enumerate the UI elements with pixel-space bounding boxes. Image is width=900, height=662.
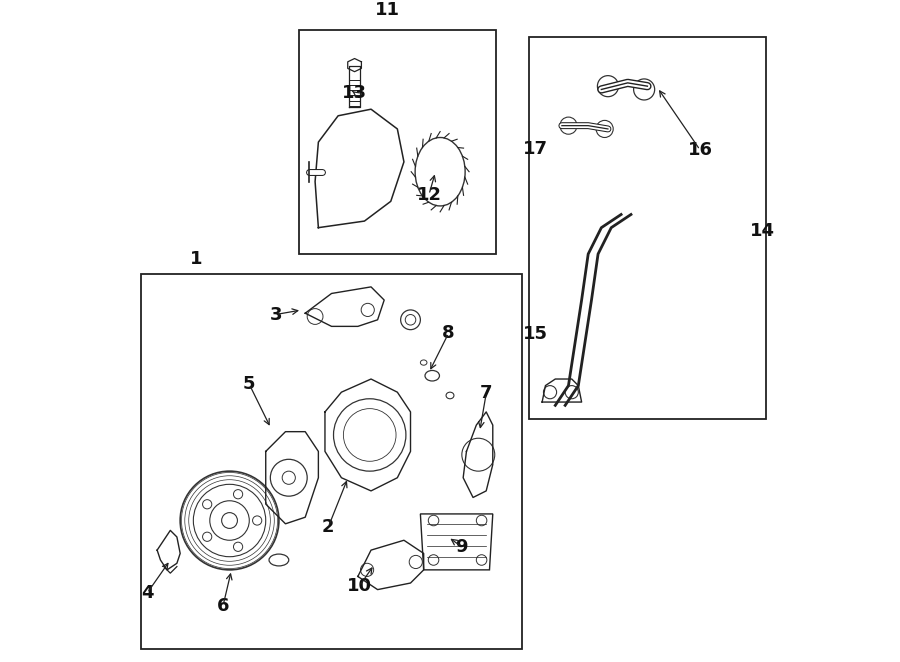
Text: 16: 16 xyxy=(688,141,713,159)
Text: 2: 2 xyxy=(322,518,335,536)
Text: 12: 12 xyxy=(417,186,441,204)
Text: 17: 17 xyxy=(523,140,548,158)
Text: 10: 10 xyxy=(346,577,372,595)
Text: 14: 14 xyxy=(750,222,775,240)
Text: 13: 13 xyxy=(342,84,367,102)
Text: 6: 6 xyxy=(217,597,230,615)
Text: 15: 15 xyxy=(523,325,548,344)
Text: 5: 5 xyxy=(243,375,256,393)
Text: 9: 9 xyxy=(455,538,468,556)
Text: 11: 11 xyxy=(375,1,400,19)
Text: 8: 8 xyxy=(443,324,455,342)
Text: 3: 3 xyxy=(269,306,282,324)
Text: 1: 1 xyxy=(191,250,202,267)
Text: 7: 7 xyxy=(480,385,492,402)
Text: 4: 4 xyxy=(141,584,154,602)
